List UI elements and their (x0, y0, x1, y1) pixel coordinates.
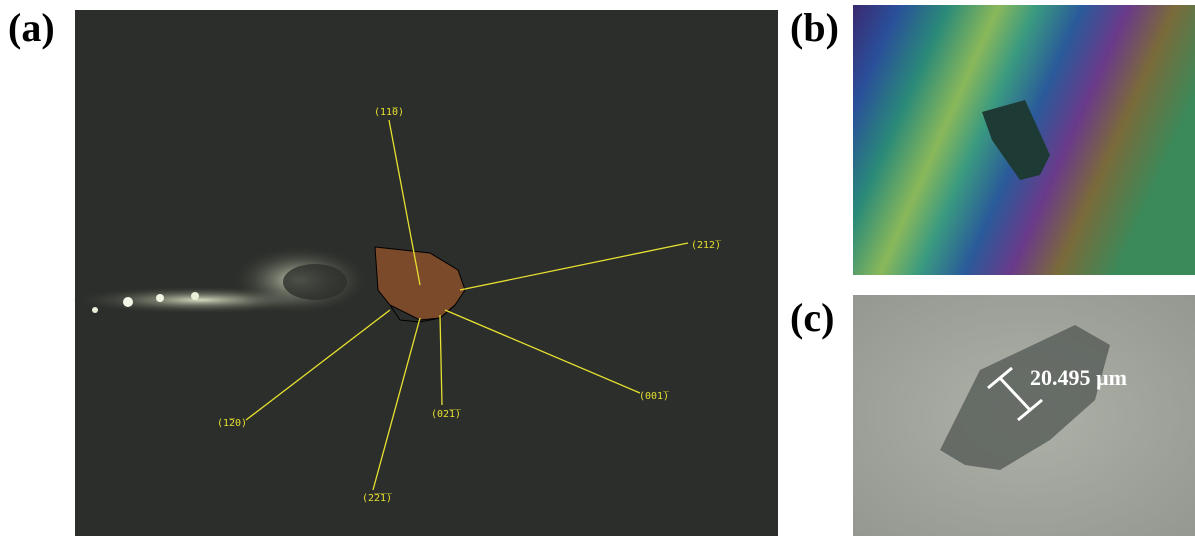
figure: (a) (11̅0) (212̅) (001̅) (02̅1̅) (2̅2̅1̅) (1̅… (0, 0, 1195, 536)
facet-label: (2̅2̅1̅) (362, 493, 393, 504)
facet-label: (001̅) (639, 391, 670, 402)
facet-label: (11̅0) (374, 107, 404, 118)
facet-label: (1̅20) (217, 418, 247, 429)
scale-label: 20.495 µm (1030, 365, 1127, 390)
facet-label: (02̅1̅) (431, 409, 462, 420)
facet-label: (212̅) (691, 240, 722, 251)
panel-label: (a) (8, 5, 55, 50)
panel-label: (b) (790, 5, 839, 50)
panel-label: (c) (790, 295, 834, 340)
